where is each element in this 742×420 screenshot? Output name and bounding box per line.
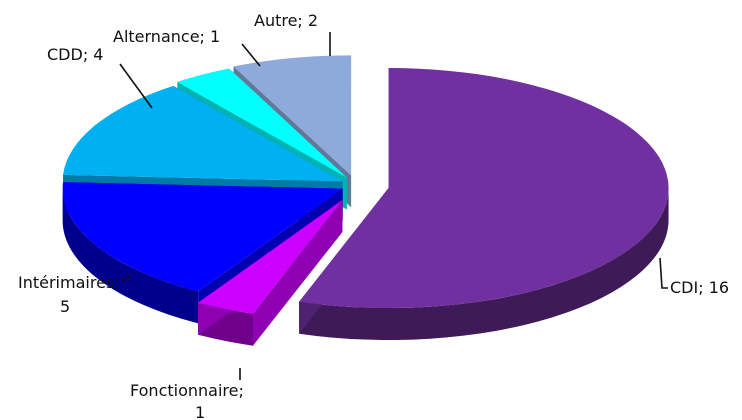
slice-cdi [299, 68, 669, 341]
leader-cdi [659, 257, 668, 289]
label-interimaires-line2: 5 [60, 297, 70, 316]
slices-layer [62, 55, 669, 346]
leader-alternance [241, 43, 261, 67]
label-autre: Autre; 2 [254, 11, 318, 30]
label-fonctionnaire-line1: Fonctionnaire; [130, 381, 244, 400]
labels-layer: CDI; 16 Intérimaires; 5 CDD; 4 Alternanc… [18, 11, 729, 420]
leader-interimaires [121, 275, 131, 283]
label-cdd: CDD; 4 [47, 45, 103, 64]
label-cdi: CDI; 16 [670, 278, 729, 297]
slice-fonctionnaire [198, 199, 343, 346]
label-interimaires-line1: Intérimaires; [18, 273, 120, 292]
leader-lines [119, 32, 668, 380]
label-alternance: Alternance; 1 [113, 27, 220, 46]
leader-cdd [119, 63, 153, 109]
label-fonctionnaire-line2: 1 [195, 403, 205, 420]
